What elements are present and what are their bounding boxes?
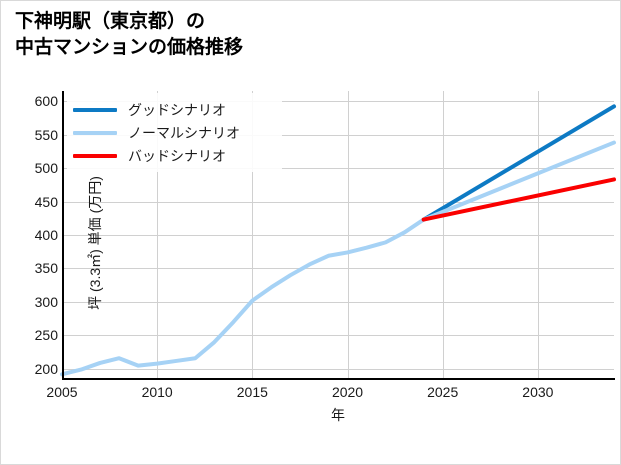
x-tick-label-2025: 2025	[427, 384, 459, 400]
legend-item[interactable]: グッドシナリオ	[73, 98, 276, 121]
y-tick-label-350: 350	[34, 260, 58, 277]
series-line	[421, 104, 616, 222]
gridline-y-600	[62, 101, 614, 103]
gridline-y-550	[62, 134, 614, 136]
gridline-y-200	[62, 368, 614, 370]
gridline-y-250	[62, 335, 614, 337]
y-axis-line	[62, 91, 64, 379]
legend-color-swatch	[73, 130, 117, 135]
x-tick-label-2020: 2020	[331, 384, 364, 400]
y-tick-label-450: 450	[34, 193, 58, 210]
gridline-y-350	[62, 268, 614, 270]
y-tick-label-550: 550	[34, 126, 58, 143]
legend-item-label: ノーマルシナリオ	[128, 124, 240, 141]
y-tick-label-300: 300	[34, 293, 58, 310]
x-tick-label-2010: 2010	[141, 384, 173, 400]
x-axis-line	[62, 378, 615, 380]
gridline-x-2020	[347, 91, 349, 379]
gridline-y-400	[62, 235, 614, 236]
x-tick-label-2015: 2015	[236, 384, 268, 400]
x-tick-label-2030: 2030	[522, 384, 554, 400]
y-tick-label-500: 500	[34, 160, 58, 177]
y-tick-label-400: 400	[34, 227, 58, 243]
y-axis-tick-labels: 200 250 300 350 400 450 500 550 600	[1, 1, 58, 464]
gridline-x-2025	[442, 91, 444, 379]
legend-item[interactable]: ノーマルシナリオ	[73, 121, 276, 144]
y-tick-label-600: 600	[34, 93, 58, 110]
y-tick-label-250: 250	[34, 327, 58, 344]
legend-item[interactable]: バッドシナリオ	[73, 144, 276, 167]
gridline-y-450	[62, 201, 614, 203]
gridline-x-2015	[252, 91, 254, 379]
legend-item-label: グッドシナリオ	[128, 101, 226, 118]
x-axis-title: 年	[331, 407, 345, 423]
series-line	[60, 140, 616, 377]
gridline-x-2010	[157, 91, 159, 379]
gridline-x-2030	[537, 91, 539, 379]
legend-color-swatch	[73, 153, 117, 158]
legend-item-label: バッドシナリオ	[128, 147, 226, 164]
series-lines	[60, 104, 616, 377]
page-title: 下神明駅（東京都）の 中古マンションの価格推移	[15, 11, 244, 58]
x-tick-label-2005: 2005	[46, 384, 78, 400]
gridline-y-300	[62, 301, 614, 303]
gridline-y-500	[62, 168, 614, 170]
y-tick-label-200: 200	[34, 360, 58, 377]
legend-color-swatch	[73, 107, 117, 112]
series-line	[421, 177, 616, 222]
chart-legend: グッドシナリオ ノーマルシナリオ バッドシナリオ	[67, 93, 282, 172]
